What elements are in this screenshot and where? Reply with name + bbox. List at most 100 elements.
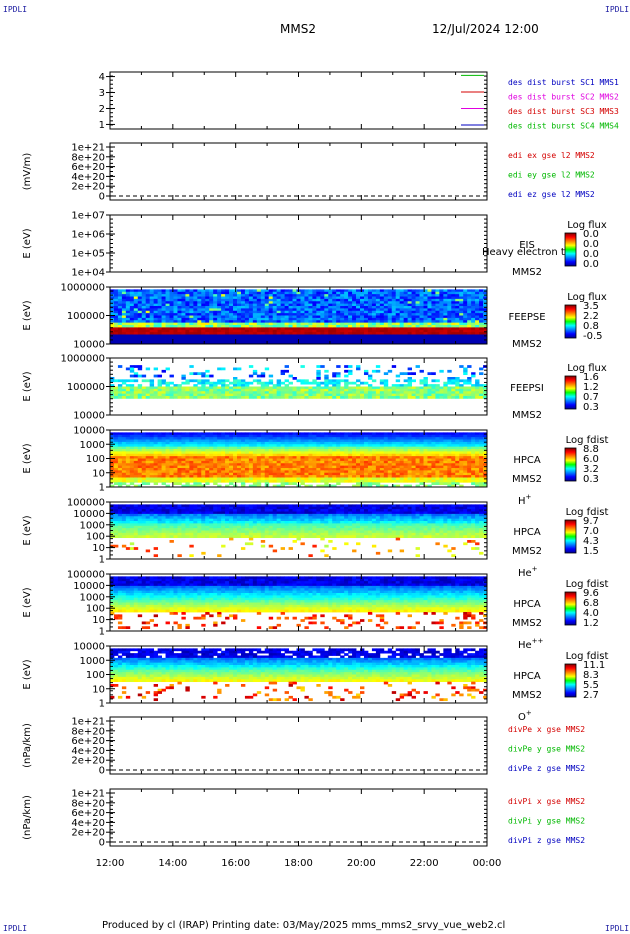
instrument-label: EIS	[519, 240, 535, 251]
y-tick-label: 100000	[67, 382, 105, 393]
colorbar-tick-label: 2.7	[583, 690, 599, 701]
colorbar-tick-label: 2.2	[583, 311, 599, 322]
colorbar-tick-label: 0.3	[583, 474, 599, 485]
y-tick-label: 1e+05	[71, 249, 105, 260]
spacecraft-label: MMS2	[512, 267, 542, 278]
instrument-extra-label: Heavy electron to	[482, 247, 571, 258]
heatmap-feepsi	[110, 365, 488, 399]
y-tick-label: 4e+20	[71, 746, 105, 757]
y-axis-label: E (eV)	[22, 443, 33, 473]
y-tick-label: 2	[99, 104, 105, 115]
colorbar-tick-label: 1.6	[583, 372, 599, 383]
colorbar-tick-label: 7.0	[583, 526, 599, 537]
y-axis-label: E (eV)	[22, 228, 33, 258]
y-tick-label: 1	[99, 627, 105, 638]
spacecraft-label: MMS2	[512, 618, 542, 629]
x-tick-label: 14:00	[158, 858, 187, 869]
colorbar	[564, 663, 577, 698]
colorbar-tick-label: 0.0	[583, 249, 599, 260]
spacecraft-label: MMS2	[512, 474, 542, 485]
plot-frame-divpe	[109, 716, 488, 775]
spacecraft-label: MMS2	[512, 339, 542, 350]
colorbar	[564, 375, 577, 410]
colorbar-title: Log flux	[567, 220, 607, 231]
x-tick-label: 00:00	[473, 858, 502, 869]
y-tick-label: 1000	[80, 592, 105, 603]
colorbar-tick-label: 5.5	[583, 680, 599, 691]
y-axis-label: E (eV)	[22, 515, 33, 545]
colorbar-tick-label: 0.7	[583, 392, 599, 403]
instrument-label: HPCA	[513, 671, 541, 682]
plot-frame-divpi	[109, 788, 488, 847]
colorbar-tick-label: 6.8	[583, 598, 599, 609]
colorbar-tick-label: 4.0	[583, 608, 599, 619]
heatmap-hpca_h	[110, 432, 488, 488]
spacecraft-title: MMS2	[280, 22, 316, 36]
y-tick-label: 1	[99, 120, 105, 131]
y-tick-label: 3	[99, 88, 105, 99]
y-tick-label: 10	[92, 684, 105, 695]
y-tick-label: 0	[99, 838, 105, 849]
y-tick-label: 4e+20	[71, 172, 105, 183]
y-tick-label: 10000	[73, 340, 105, 351]
colorbar-tick-label: 4.3	[583, 536, 599, 547]
heatmap-hpca_he2	[110, 576, 488, 630]
y-tick-label: 2e+20	[71, 828, 105, 839]
colorbar-tick-label: 1.2	[583, 382, 599, 393]
x-tick-label: 16:00	[221, 858, 250, 869]
colorbar-tick-label: 8.3	[583, 670, 599, 681]
legend-entry: edi ex gse l2 MMS2	[508, 151, 595, 160]
y-tick-label: 10	[92, 468, 105, 479]
y-tick-label: 1000	[80, 656, 105, 667]
colorbar-tick-label: 11.1	[583, 660, 605, 671]
legend-entry: des dist burst SC1 MMS1	[508, 78, 619, 87]
y-tick-label: 100	[86, 604, 105, 615]
legend-entry: divPi y gse MMS2	[508, 817, 585, 826]
colorbar-tick-label: -0.5	[583, 331, 603, 342]
colorbar-tick-label: 1.5	[583, 546, 599, 557]
colorbar-tick-label: 6.0	[583, 454, 599, 465]
y-tick-label: 8e+20	[71, 726, 105, 737]
y-tick-label: 100	[86, 532, 105, 543]
instrument-label: HPCA	[513, 527, 541, 538]
y-tick-label: 1e+21	[71, 717, 105, 728]
y-tick-label: 6e+20	[71, 808, 105, 819]
legend-entry: divPe y gse MMS2	[508, 745, 585, 754]
legend-entry: divPi z gse MMS2	[508, 836, 585, 845]
heatmap-hpca_o	[110, 648, 488, 702]
colorbar	[564, 304, 577, 339]
corner-label-bottom-left: IPDLI	[3, 924, 28, 933]
instrument-label: FEEPSE	[508, 312, 545, 323]
y-axis-label: (nPa/km)	[22, 795, 33, 840]
species-label: H+	[518, 493, 532, 507]
legend-entry: divPi x gse MMS2	[508, 797, 585, 806]
legend-entry: edi ey gse l2 MMS2	[508, 171, 595, 180]
panel-burst: 4 3 2 1 des dist burst SC1 MMS1 des dist burs…	[99, 71, 619, 131]
y-tick-label: 100000	[67, 498, 105, 509]
colorbar-tick-label: 0.0	[583, 229, 599, 240]
panel-feepsi: 1000000 100000 10000 E (eV) FEEPSI MMS2 Log fl…	[22, 354, 607, 422]
y-axis-label: E (eV)	[22, 300, 33, 330]
legend-entry: edi ez gse l2 MMS2	[508, 190, 595, 199]
y-tick-label: 1	[99, 699, 105, 710]
y-tick-label: 1000	[80, 440, 105, 451]
instrument-label: FEEPSI	[510, 383, 544, 394]
colorbar-tick-label: 8.8	[583, 444, 599, 455]
y-tick-label: 8e+20	[71, 798, 105, 809]
y-axis-label: (mV/m)	[22, 153, 33, 191]
y-tick-label: 4	[99, 72, 105, 83]
y-tick-label: 100000	[67, 311, 105, 322]
spacecraft-label: MMS2	[512, 690, 542, 701]
y-tick-label: 100	[86, 670, 105, 681]
species-label: O+	[518, 709, 532, 723]
y-tick-label: 6e+20	[71, 162, 105, 173]
y-tick-label: 1000000	[60, 283, 105, 294]
panel-hpca_h: 10000 1000 100 10 1 E (eV) HPCA MMS2 H+ Log fdist…	[22, 426, 608, 508]
y-tick-label: 1e+07	[71, 211, 105, 222]
